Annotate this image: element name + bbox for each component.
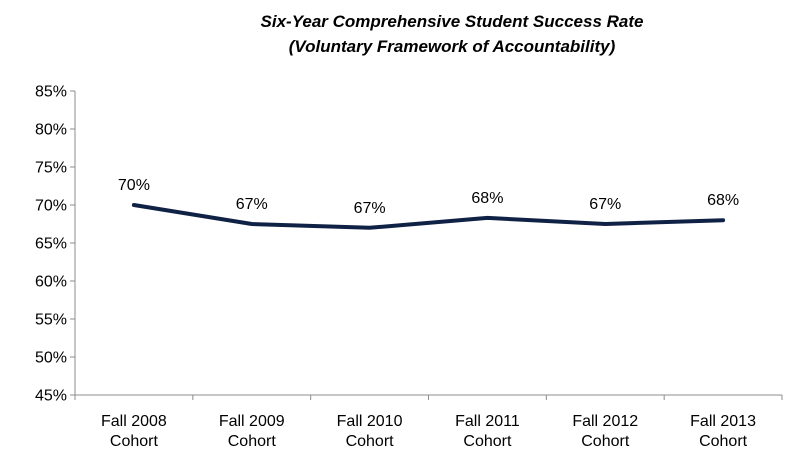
y-tick-label: 85% <box>35 84 67 101</box>
plot-area: 70% 67% 67% 68% 67% 68% <box>118 177 739 230</box>
series-line <box>131 203 726 230</box>
data-label: 68% <box>707 192 739 209</box>
x-tick-label: Fall 2008 Cohort <box>101 413 167 450</box>
data-label: 67% <box>354 200 386 217</box>
data-label: 67% <box>589 196 621 213</box>
x-tick-label: Fall 2009 Cohort <box>219 413 285 450</box>
chart-title: Six-Year Comprehensive Student Success R… <box>261 12 644 56</box>
y-tick-label: 50% <box>35 350 67 367</box>
y-tick-label: 80% <box>35 122 67 139</box>
y-axis: 45% 50% 55% 60% 65% 70% 75% 80% 85% <box>35 84 76 405</box>
y-tick-label: 65% <box>35 236 67 253</box>
x-axis: Fall 2008 Cohort Fall 2009 Cohort Fall 2010 C… <box>74 394 783 450</box>
x-tick-label: Fall 2012 Cohort <box>572 413 638 450</box>
y-tick-label: 75% <box>35 160 67 177</box>
y-tick-label: 60% <box>35 274 67 291</box>
x-tick-label: Fall 2011 Cohort <box>455 413 520 450</box>
data-label: 70% <box>118 177 150 194</box>
chart-title-line-2: (Voluntary Framework of Accountability) <box>289 37 616 56</box>
chart-title-line-1: Six-Year Comprehensive Student Success R… <box>261 12 644 31</box>
y-tick-label: 55% <box>35 312 67 329</box>
y-tick-label: 70% <box>35 198 67 215</box>
y-tick-label: 45% <box>35 388 67 405</box>
x-tick-label: Fall 2010 Cohort <box>337 413 403 450</box>
data-label: 68% <box>471 190 503 207</box>
x-tick-label: Fall 2013 Cohort <box>690 413 756 450</box>
data-label: 67% <box>236 196 268 213</box>
